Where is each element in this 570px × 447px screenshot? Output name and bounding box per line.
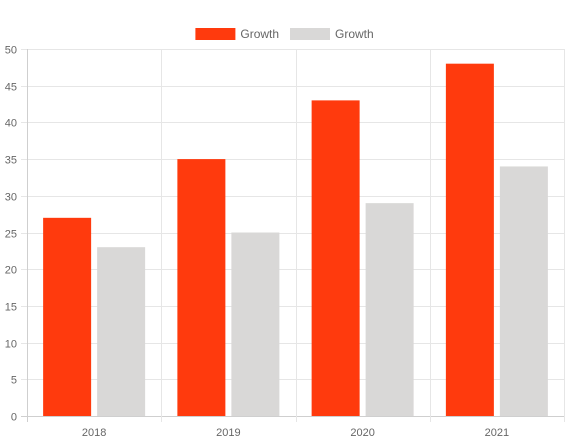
bar-2019-series-1[interactable] bbox=[177, 159, 226, 416]
bar-2021-series-1[interactable] bbox=[445, 63, 494, 417]
legend-item-series-2[interactable]: Growth bbox=[290, 27, 374, 41]
grid-lines bbox=[21, 49, 565, 422]
legend[interactable]: Growth Growth bbox=[195, 27, 374, 41]
bar-2020-series-2[interactable] bbox=[365, 203, 414, 416]
y-tick-label: 25 bbox=[5, 229, 17, 241]
legend-swatch bbox=[290, 28, 330, 40]
legend-swatch bbox=[195, 28, 236, 40]
x-tick-label: 2020 bbox=[350, 427, 374, 439]
y-tick-label: 45 bbox=[5, 82, 17, 94]
bar-2019-series-2[interactable] bbox=[231, 232, 280, 417]
y-tick-label: 40 bbox=[5, 118, 17, 130]
bar-2018-series-1[interactable] bbox=[43, 217, 92, 416]
y-tick-label: 10 bbox=[5, 339, 17, 351]
y-tick-label: 50 bbox=[5, 45, 17, 57]
axes: 0 5 10 15 20 25 30 35 40 45 50 2018 2019 2020 2021 bbox=[5, 45, 509, 440]
x-tick-label: 2018 bbox=[82, 427, 106, 439]
y-tick-label: 15 bbox=[5, 302, 17, 314]
bars bbox=[43, 63, 548, 417]
y-tick-label: 0 bbox=[11, 412, 17, 424]
y-tick-label: 20 bbox=[5, 265, 17, 277]
legend-label: Growth bbox=[240, 27, 279, 41]
y-tick-label: 5 bbox=[11, 375, 17, 387]
legend-item-series-1[interactable]: Growth bbox=[195, 27, 279, 41]
y-tick-label: 30 bbox=[5, 192, 17, 204]
y-tick-label: 35 bbox=[5, 155, 17, 167]
bar-2020-series-1[interactable] bbox=[311, 100, 360, 416]
bar-2021-series-2[interactable] bbox=[499, 166, 548, 416]
x-tick-label: 2019 bbox=[216, 427, 240, 439]
legend-label: Growth bbox=[335, 27, 374, 41]
bar-2018-series-2[interactable] bbox=[97, 247, 146, 416]
x-tick-label: 2021 bbox=[485, 427, 509, 439]
